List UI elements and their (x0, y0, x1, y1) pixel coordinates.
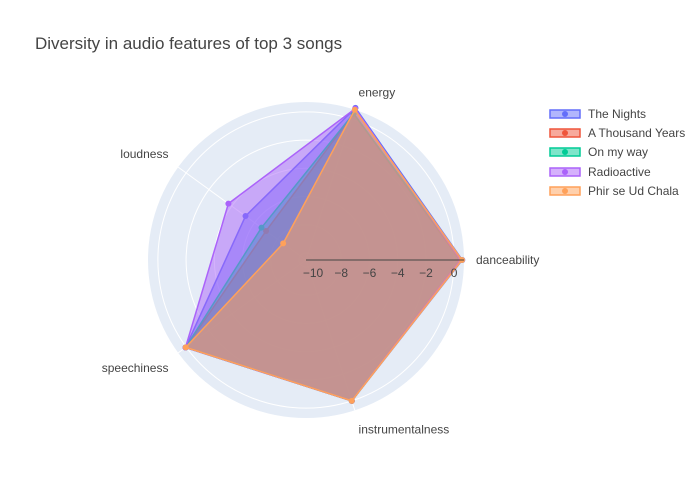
series-point-loudness[interactable] (225, 200, 232, 207)
series-layer (182, 104, 466, 404)
legend-item[interactable]: A Thousand Years (548, 123, 685, 142)
radial-tick-label: −4 (391, 266, 405, 280)
series-point-speechiness[interactable] (182, 344, 189, 351)
legend-label: The Nights (588, 106, 647, 121)
axis-label-instrumentalness: instrumentalness (359, 423, 450, 437)
series-phir-se-ud-chala[interactable] (182, 106, 466, 404)
angular-axis-labels: danceability energy loudness speechiness ins… (102, 85, 540, 436)
legend-item[interactable]: Radioactive (548, 162, 685, 181)
chart-title: Diversity in audio features of top 3 son… (35, 34, 343, 53)
radial-tick-label: −8 (334, 266, 348, 280)
axis-label-loudness: loudness (120, 147, 168, 161)
legend-swatch (549, 108, 581, 119)
series-point-instrumentalness[interactable] (348, 397, 355, 404)
axis-label-energy: energy (359, 85, 396, 99)
axis-label-danceability: danceability (476, 253, 539, 267)
radial-tick-label: 0 (451, 266, 458, 280)
series-area[interactable] (184, 108, 463, 402)
radial-tick-label: −10 (303, 266, 324, 280)
legend: The Nights A Thousand Years On my way Radio… (548, 104, 685, 201)
legend-item[interactable]: Phir se Ud Chala (548, 182, 685, 201)
series-point-energy[interactable] (351, 106, 358, 113)
legend-label: Radioactive (588, 164, 651, 179)
legend-label: A Thousand Years (588, 126, 686, 141)
series-point-loudness[interactable] (280, 240, 287, 247)
legend-item[interactable]: On my way (548, 143, 685, 162)
legend-label: On my way (588, 145, 649, 160)
legend-item[interactable]: The Nights (548, 104, 685, 123)
legend-swatch (549, 186, 581, 196)
legend-label: Phir se Ud Chala (588, 184, 679, 199)
radial-tick-label: −6 (363, 266, 377, 280)
axis-label-speechiness: speechiness (102, 361, 169, 375)
legend-swatch (549, 128, 581, 138)
legend-swatch (549, 167, 581, 177)
radial-ticks: −10 −8 −6 −4 −2 0 (303, 259, 464, 280)
radial-tick-label: −2 (419, 266, 433, 280)
legend-swatch (549, 147, 581, 158)
